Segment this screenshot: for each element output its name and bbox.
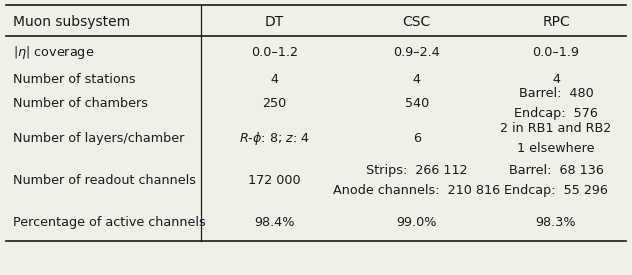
Text: 99.0%: 99.0% (396, 216, 437, 229)
Text: 250: 250 (262, 97, 286, 110)
Text: Number of stations: Number of stations (13, 73, 135, 86)
Text: 4: 4 (413, 73, 421, 86)
Text: Number of chambers: Number of chambers (13, 97, 147, 110)
Text: Muon subsystem: Muon subsystem (13, 15, 130, 29)
Text: Endcap:  576: Endcap: 576 (514, 108, 598, 120)
Text: CSC: CSC (403, 15, 431, 29)
Text: 6: 6 (413, 132, 421, 145)
Text: Barrel:  480: Barrel: 480 (519, 87, 593, 100)
Text: 0.9–2.4: 0.9–2.4 (393, 46, 440, 59)
Text: 4: 4 (270, 73, 278, 86)
Text: Endcap:  55 296: Endcap: 55 296 (504, 184, 608, 197)
Text: 172 000: 172 000 (248, 174, 300, 187)
Text: $R$-$\phi$: 8; $z$: 4: $R$-$\phi$: 8; $z$: 4 (239, 130, 310, 147)
Text: 98.4%: 98.4% (254, 216, 295, 229)
Text: Number of layers/chamber: Number of layers/chamber (13, 132, 184, 145)
Text: 0.0–1.9: 0.0–1.9 (533, 46, 580, 59)
Text: 1 elsewhere: 1 elsewhere (517, 142, 595, 155)
Text: 540: 540 (404, 97, 428, 110)
Text: 2 in RB1 and RB2: 2 in RB1 and RB2 (501, 122, 612, 135)
Text: Number of readout channels: Number of readout channels (13, 174, 195, 187)
Text: Barrel:  68 136: Barrel: 68 136 (509, 164, 604, 177)
Text: Percentage of active channels: Percentage of active channels (13, 216, 205, 229)
Text: Anode channels:  210 816: Anode channels: 210 816 (333, 184, 500, 197)
Text: Strips:  266 112: Strips: 266 112 (366, 164, 468, 177)
Text: 0.0–1.2: 0.0–1.2 (251, 46, 298, 59)
Text: RPC: RPC (542, 15, 570, 29)
Text: 4: 4 (552, 73, 560, 86)
Text: 98.3%: 98.3% (536, 216, 576, 229)
Text: |$\eta$| coverage: |$\eta$| coverage (13, 44, 94, 61)
Text: DT: DT (265, 15, 284, 29)
